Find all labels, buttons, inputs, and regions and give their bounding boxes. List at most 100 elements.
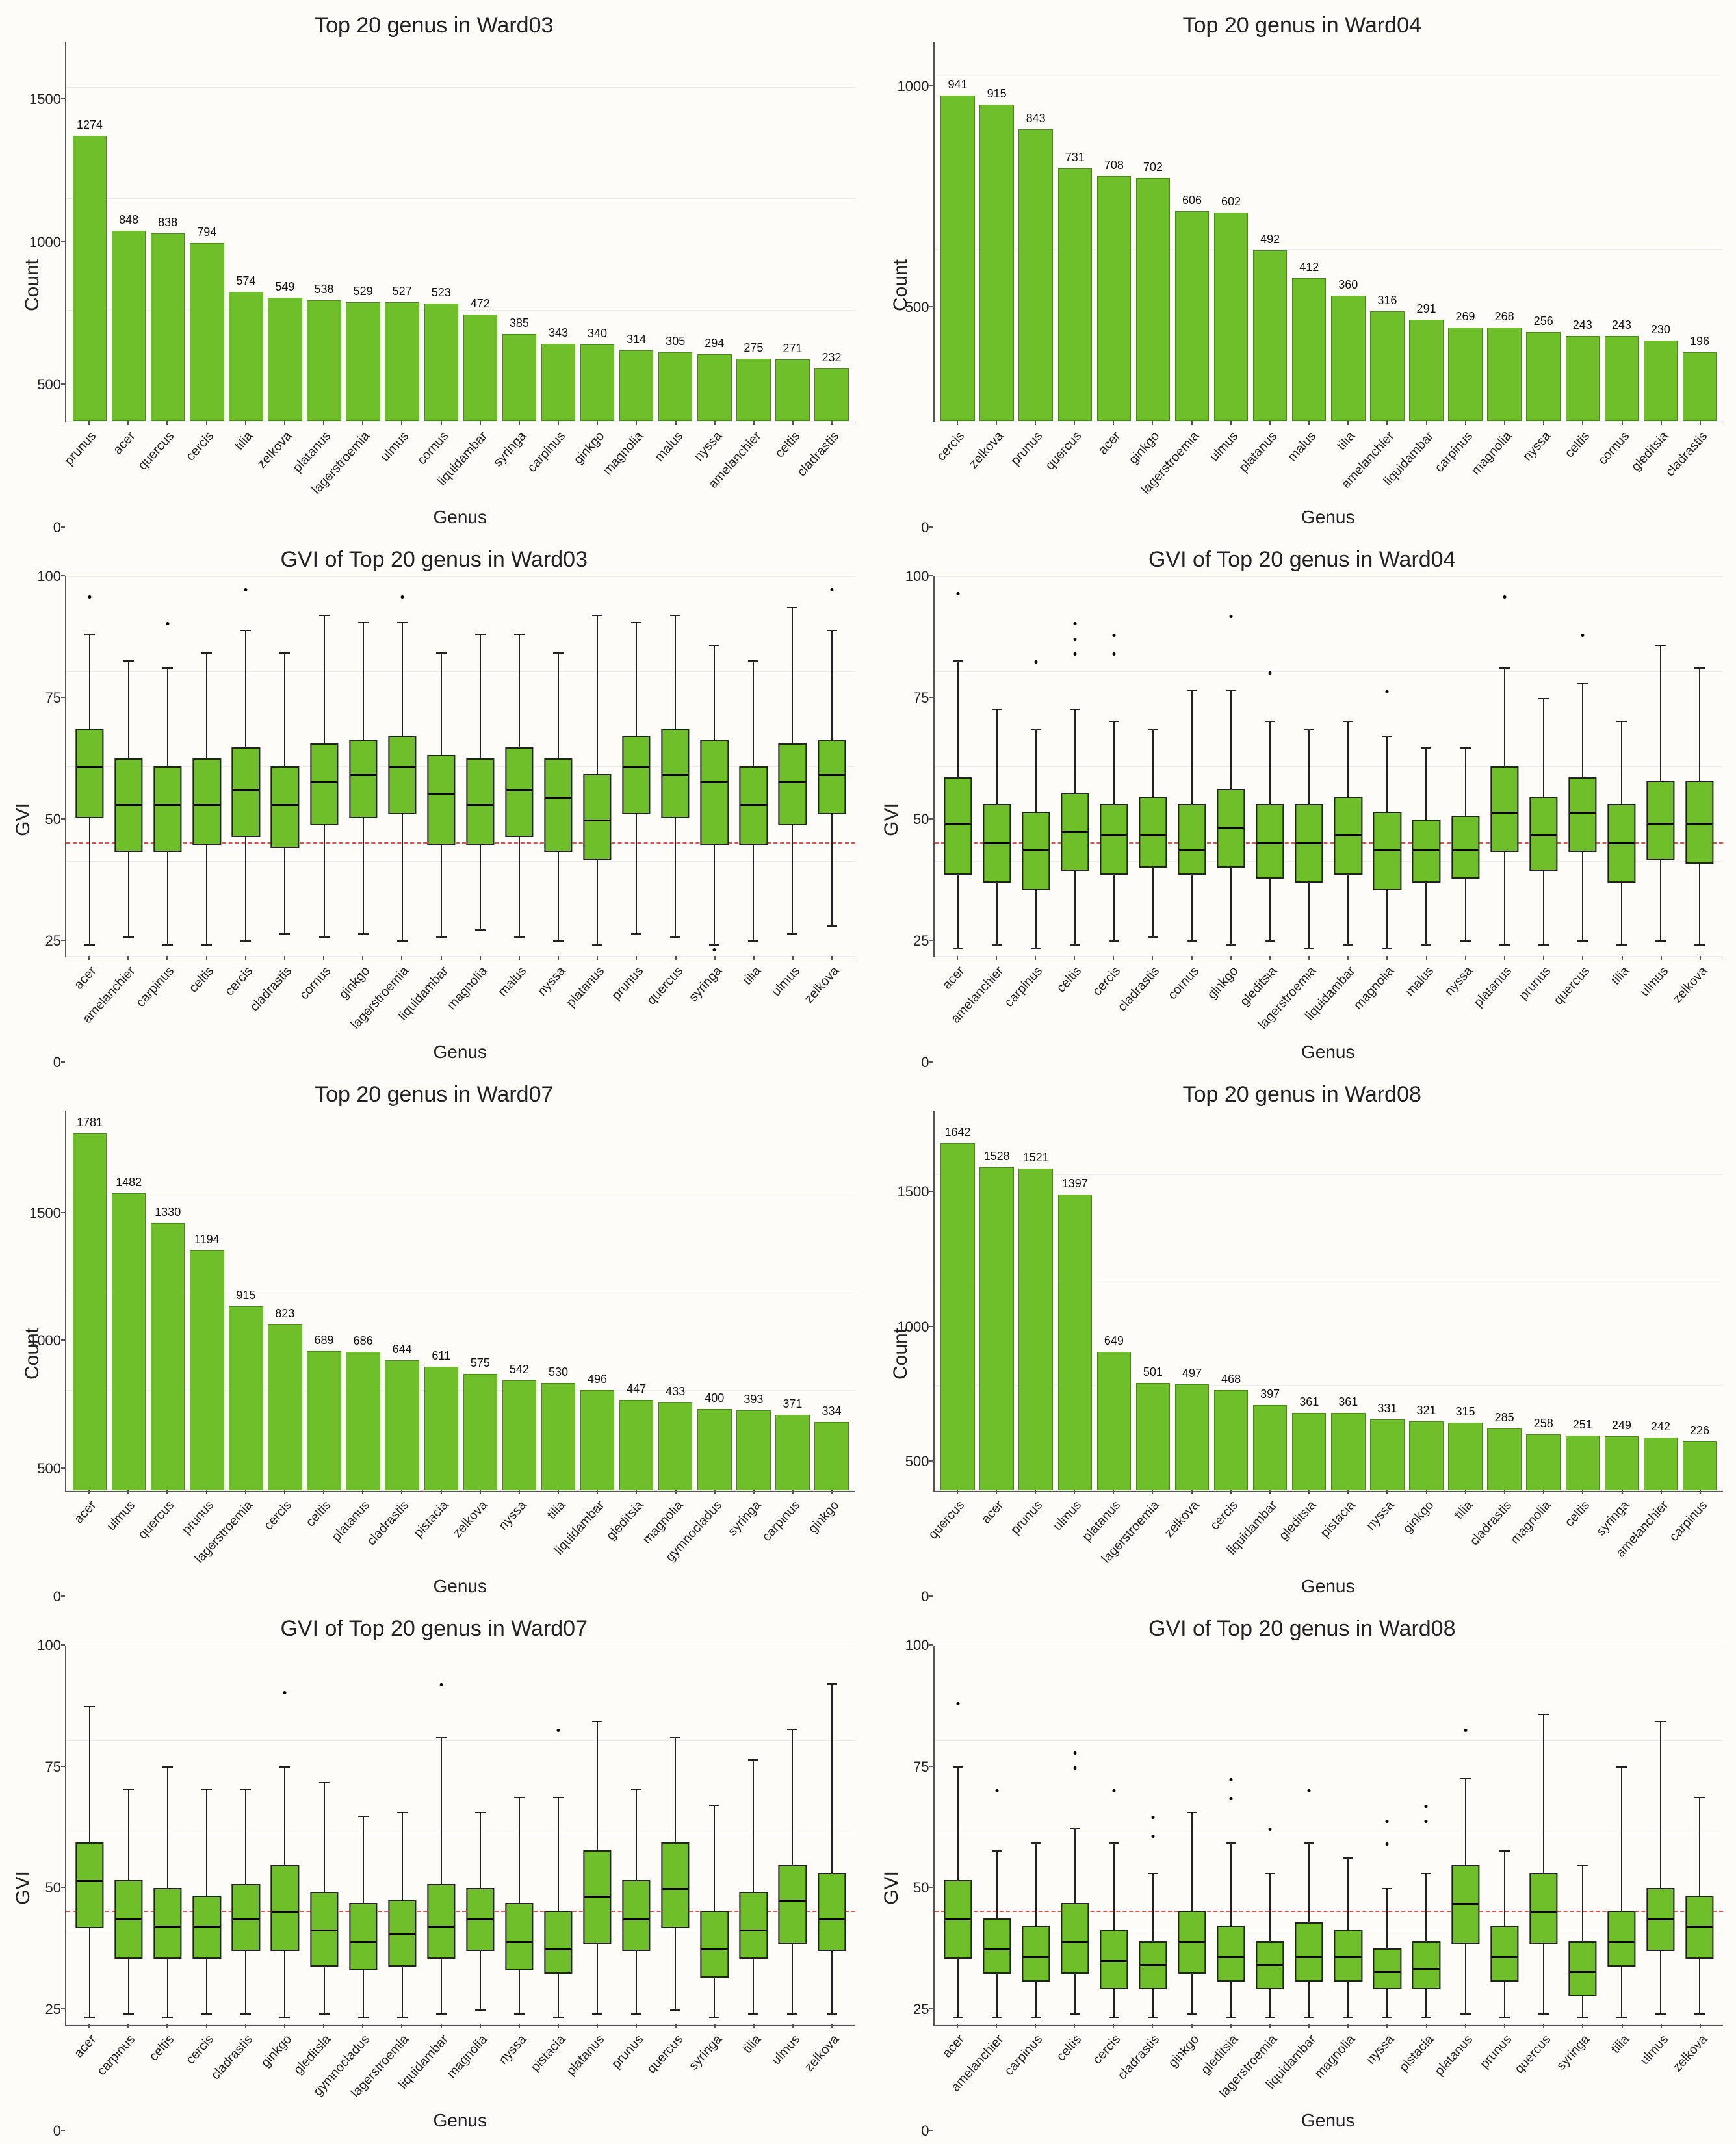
boxplot-item bbox=[940, 576, 976, 955]
bar: 360 bbox=[1331, 296, 1365, 421]
bar: 611 bbox=[424, 1367, 458, 1490]
bar: 226 bbox=[1683, 1441, 1717, 1490]
bar-value-label: 843 bbox=[1026, 112, 1046, 125]
bar: 538 bbox=[307, 300, 341, 422]
bar-value-label: 915 bbox=[236, 1289, 255, 1302]
bar-value-label: 256 bbox=[1534, 315, 1553, 328]
bar: 271 bbox=[775, 359, 809, 421]
box-chart bbox=[933, 1646, 1724, 2026]
x-tick-label: ulmus bbox=[1637, 964, 1672, 1000]
boxplot-item bbox=[1447, 1646, 1484, 2024]
chart-title: GVI of Top 20 genus in Ward07 bbox=[13, 1616, 855, 1642]
bar-value-label: 243 bbox=[1573, 318, 1592, 332]
bar-value-label: 941 bbox=[948, 78, 968, 92]
chart-title: Top 20 genus in Ward04 bbox=[881, 13, 1724, 38]
outlier bbox=[400, 595, 404, 599]
outlier bbox=[1112, 634, 1115, 637]
x-tick-label: ginkgo bbox=[571, 429, 608, 467]
outlier bbox=[1386, 1820, 1389, 1823]
x-tick-label: cornus bbox=[1165, 964, 1202, 1003]
bar-chart: 9419158437317087026066024924123603162912… bbox=[933, 42, 1724, 422]
boxplot-item bbox=[423, 1646, 460, 2024]
x-tick-label: celtis bbox=[304, 1498, 335, 1530]
y-tick: 0 bbox=[53, 2123, 61, 2139]
bar-value-label: 385 bbox=[510, 316, 529, 330]
x-tick-label: celtis bbox=[147, 2032, 178, 2064]
bar-value-label: 433 bbox=[666, 1385, 685, 1399]
bar-value-label: 412 bbox=[1299, 261, 1319, 274]
bar: 1482 bbox=[112, 1193, 146, 1490]
bar: 230 bbox=[1644, 341, 1678, 421]
boxplot-item bbox=[579, 1646, 615, 2024]
x-tick-label: prunus bbox=[62, 429, 99, 469]
bar-value-label: 606 bbox=[1182, 194, 1202, 207]
bar-value-label: 530 bbox=[549, 1365, 568, 1379]
x-tick-label: ginkgo bbox=[1204, 964, 1241, 1002]
outlier bbox=[713, 948, 716, 951]
y-tick: 100 bbox=[905, 568, 929, 585]
boxplot-item bbox=[305, 1646, 342, 2024]
x-tick-label: acer bbox=[940, 964, 968, 992]
boxplot-item bbox=[149, 1646, 186, 2024]
boxplot-item bbox=[696, 576, 732, 955]
boxplot-item bbox=[1525, 576, 1562, 955]
boxplot-item bbox=[305, 576, 342, 955]
bar: 1781 bbox=[73, 1133, 107, 1490]
bar: 472 bbox=[463, 315, 497, 421]
outlier bbox=[1581, 634, 1584, 637]
bar: 529 bbox=[346, 302, 380, 421]
bar: 496 bbox=[580, 1390, 614, 1490]
outlier bbox=[1230, 1797, 1233, 1800]
bar-value-label: 644 bbox=[393, 1343, 412, 1356]
outlier bbox=[1230, 1778, 1233, 1781]
y-tick: 50 bbox=[913, 811, 929, 828]
bar-value-label: 275 bbox=[744, 341, 763, 355]
bar: 644 bbox=[385, 1360, 419, 1490]
bar-value-label: 468 bbox=[1221, 1373, 1241, 1386]
boxplot-item bbox=[735, 576, 771, 955]
boxplot-item bbox=[423, 576, 460, 955]
x-tick-label: cercis bbox=[1090, 2032, 1124, 2067]
boxplot-item bbox=[1408, 1646, 1444, 2024]
x-tick-label: ginkgo bbox=[1126, 429, 1163, 467]
bar: 251 bbox=[1566, 1436, 1600, 1490]
boxplot-item bbox=[345, 1646, 382, 2024]
bar-value-label: 529 bbox=[354, 285, 373, 298]
outlier bbox=[1308, 1789, 1311, 1792]
box-chart bbox=[65, 1646, 855, 2026]
bar-value-label: 1194 bbox=[194, 1233, 220, 1246]
boxplot-item bbox=[696, 1646, 732, 2024]
bar-value-label: 361 bbox=[1338, 1395, 1358, 1409]
bar: 1397 bbox=[1058, 1195, 1092, 1490]
outlier bbox=[439, 1683, 443, 1686]
x-tick-label: ulmus bbox=[1207, 429, 1241, 465]
bar-value-label: 343 bbox=[549, 326, 568, 340]
bar-value-label: 1274 bbox=[77, 118, 103, 132]
bar: 1274 bbox=[73, 136, 107, 421]
boxplot-item bbox=[1330, 576, 1366, 955]
x-tick-label: nyssa bbox=[1520, 429, 1554, 464]
boxplot-item bbox=[1525, 1646, 1562, 2024]
y-tick: 100 bbox=[37, 1637, 61, 1654]
x-tick-label: nyssa bbox=[1364, 2032, 1398, 2067]
y-tick: 500 bbox=[37, 1460, 61, 1477]
outlier bbox=[88, 595, 92, 599]
boxplot-item bbox=[1174, 1646, 1210, 2024]
bar: 268 bbox=[1487, 328, 1521, 421]
chart-title: Top 20 genus in Ward03 bbox=[13, 13, 855, 38]
bar: 294 bbox=[697, 354, 731, 421]
bar-value-label: 538 bbox=[314, 283, 333, 296]
bar: 492 bbox=[1253, 250, 1287, 421]
bar-value-label: 226 bbox=[1690, 1424, 1709, 1438]
bar: 256 bbox=[1526, 332, 1560, 422]
bar-value-label: 316 bbox=[1377, 294, 1397, 307]
bar-value-label: 542 bbox=[510, 1363, 529, 1376]
boxplot-item bbox=[188, 1646, 225, 2024]
x-tick-label: acer bbox=[71, 964, 99, 992]
boxplot-item bbox=[462, 576, 499, 955]
boxplot-item bbox=[618, 1646, 654, 2024]
boxplot-item bbox=[979, 576, 1015, 955]
x-tick-label: ginkgo bbox=[1165, 2032, 1202, 2071]
x-tick-label: ulmus bbox=[105, 1498, 139, 1534]
x-tick-label: acer bbox=[940, 2032, 968, 2061]
